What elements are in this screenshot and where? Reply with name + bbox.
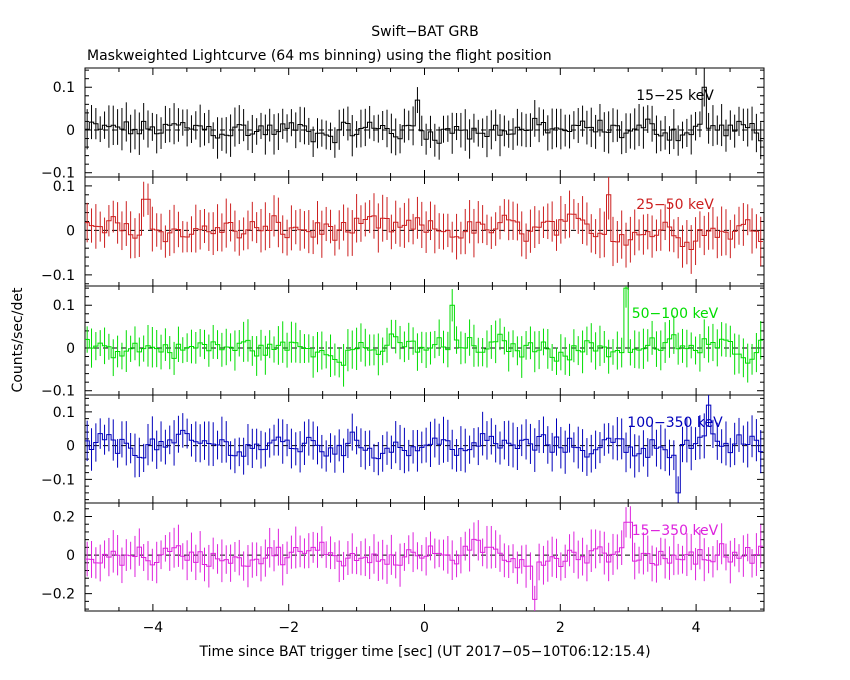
panels-group: −0.1 0 0.1 15−25 keV −0.1 0 0.1 25−50 keV −0.1 0 0… (41, 67, 765, 636)
y-tick-label: 0 (66, 123, 75, 139)
series-step-line (85, 287, 763, 366)
y-tick-label: 0.1 (53, 80, 75, 96)
y-axis-label: Counts/sec/det (10, 287, 26, 392)
y-tick-label: 0.1 (53, 179, 75, 195)
y-tick-label: −0.1 (41, 384, 75, 400)
chart-title: Swift−BAT GRB (371, 24, 478, 40)
x-tick-label: 2 (556, 620, 565, 636)
y-tick-label: 0.2 (53, 510, 75, 526)
y-tick-label: 0 (66, 439, 75, 455)
x-tick-label: −4 (143, 620, 164, 636)
band-label: 50−100 keV (632, 306, 719, 322)
y-tick-label: 0.1 (53, 405, 75, 421)
band-label: 15−350 keV (632, 523, 719, 539)
y-tick-label: −0.1 (41, 268, 75, 284)
series-step-line (85, 194, 763, 250)
chart-subtitle: Maskweighted Lightcurve (64 ms binning) … (87, 48, 552, 64)
y-tick-label: −0.2 (41, 587, 75, 603)
x-tick-label: 0 (420, 620, 429, 636)
x-tick-label: −2 (278, 620, 299, 636)
y-tick-label: 0 (66, 223, 75, 239)
x-tick-label: 4 (692, 620, 701, 636)
panel-frame (84, 394, 765, 504)
y-tick-label: −0.1 (41, 166, 75, 182)
series-step-line (85, 86, 763, 144)
x-axis-label: Time since BAT trigger time [sec] (UT 20… (198, 644, 650, 660)
series-step-line (85, 521, 763, 600)
y-tick-label: 0 (66, 548, 75, 564)
band-label: 15−25 keV (636, 88, 714, 104)
y-tick-label: 0 (66, 341, 75, 357)
band-label: 25−50 keV (636, 197, 714, 213)
y-tick-label: 0.1 (53, 298, 75, 314)
y-tick-label: −0.1 (41, 472, 75, 488)
band-label: 100−350 keV (627, 415, 723, 431)
series-step-line (85, 404, 763, 494)
